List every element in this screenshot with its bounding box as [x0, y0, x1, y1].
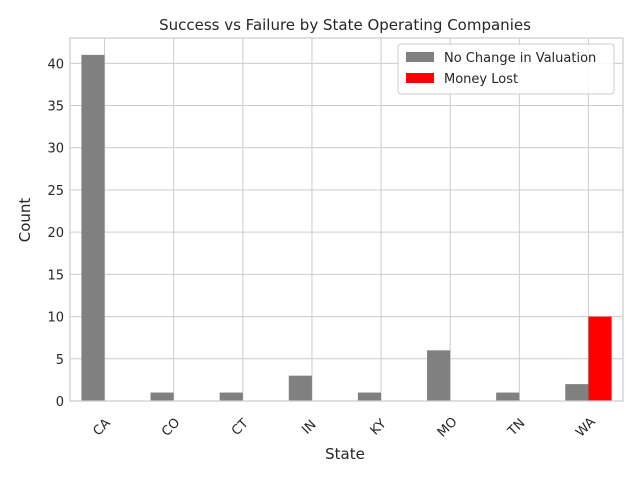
bar: [288, 375, 312, 401]
y-tick-label: 40: [47, 57, 64, 72]
x-tick-label: CO: [159, 415, 183, 439]
y-tick-label: 35: [47, 100, 64, 115]
y-tick-label: 30: [47, 142, 64, 157]
plot-frame: [69, 37, 624, 402]
y-tick-label: 20: [47, 226, 64, 241]
legend-swatch: [406, 52, 434, 62]
bar: [427, 350, 451, 401]
bar: [588, 316, 612, 401]
legend: No Change in Valuation Money Lost: [397, 43, 615, 95]
grid: [70, 38, 623, 402]
tick-labels: 0 5 10 15 20 25 30 35 40 CA CO CT IN KY MO TN WA: [47, 57, 598, 440]
x-tick-label: CA: [90, 416, 113, 439]
bar: [565, 384, 589, 401]
x-axis-label: State: [325, 445, 365, 463]
x-tick-label: CT: [229, 416, 252, 439]
bar: [357, 392, 382, 401]
legend-swatch: [406, 73, 434, 83]
x-tick-label: KY: [368, 417, 390, 439]
y-tick-label: 10: [47, 311, 64, 326]
legend-box: [397, 43, 615, 95]
y-tick-label: 5: [56, 353, 64, 368]
legend-label: No Change in Valuation: [444, 51, 596, 66]
bar: [150, 392, 174, 401]
y-tick-label: 15: [47, 268, 64, 283]
x-tick-label: IN: [299, 417, 319, 437]
bar: [81, 54, 105, 401]
x-tick-label: TN: [505, 416, 529, 440]
x-tick-label: WA: [573, 415, 599, 441]
bar: [219, 392, 243, 401]
x-tick-label: MO: [435, 415, 461, 441]
y-tick-label: 25: [47, 184, 64, 199]
y-tick-label: 0: [56, 395, 64, 410]
legend-label: Money Lost: [444, 72, 518, 87]
bars: [81, 54, 612, 401]
chart-title: Success vs Failure by State Operating Co…: [159, 16, 531, 34]
bar: [496, 392, 520, 401]
y-axis-label: Count: [16, 198, 34, 243]
